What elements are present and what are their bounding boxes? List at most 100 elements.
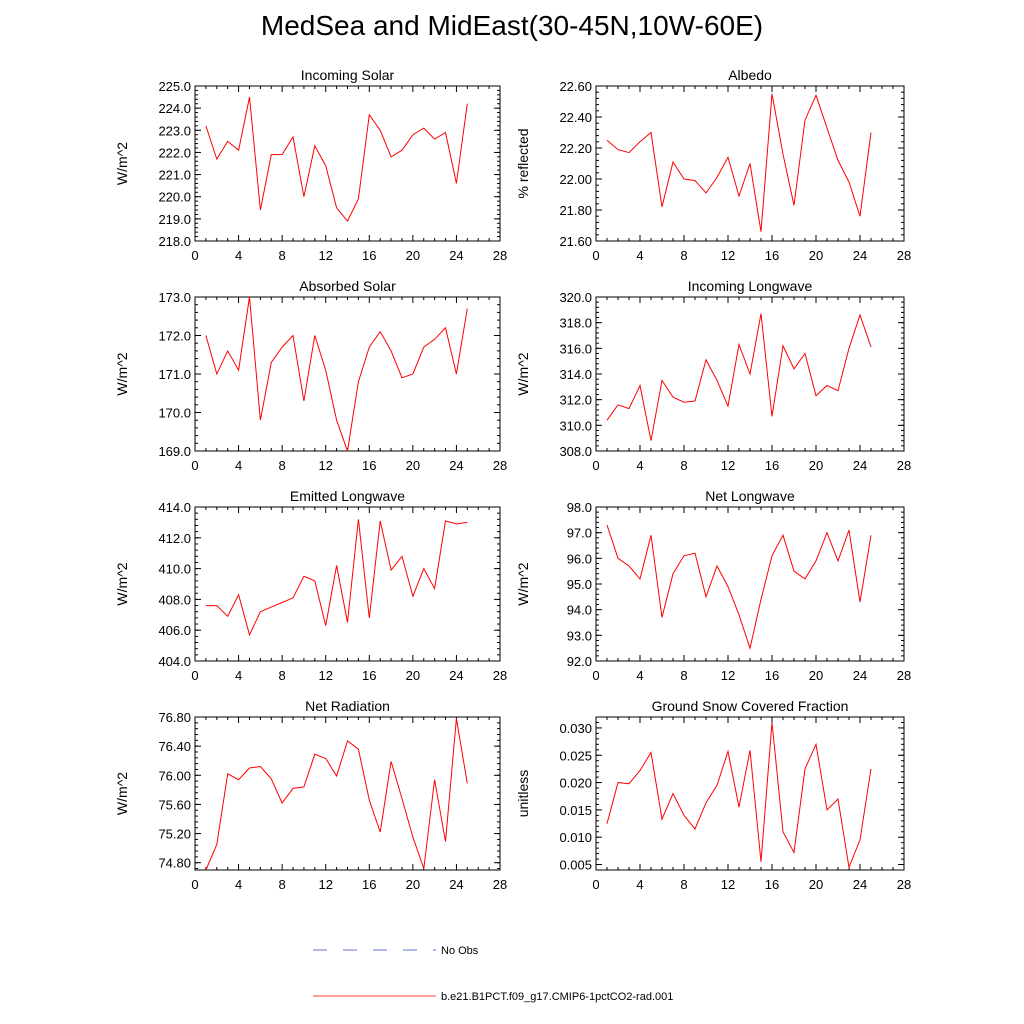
y-tick-label: 76.80 xyxy=(158,710,191,725)
plot-frame xyxy=(194,506,501,662)
x-tick-label: 0 xyxy=(191,877,198,892)
y-tick-label: 22.20 xyxy=(559,141,592,156)
y-tick-label: 169.0 xyxy=(158,444,191,459)
x-tick-label: 8 xyxy=(279,248,286,263)
legend: No Obs b.e21.B1PCT.f09_g17.CMIP6-1pctCO2… xyxy=(313,945,673,1003)
x-tick-label: 8 xyxy=(279,668,286,683)
y-tick-label: 320.0 xyxy=(559,290,592,305)
x-tick-label: 28 xyxy=(897,458,911,473)
x-tick-label: 28 xyxy=(493,458,507,473)
x-tick-label: 20 xyxy=(406,458,420,473)
y-tick-label: 223.0 xyxy=(158,123,191,138)
y-tick-label: 22.40 xyxy=(559,110,592,125)
series-line xyxy=(205,519,468,637)
y-tick-label: 219.0 xyxy=(158,212,191,227)
x-tick-label: 28 xyxy=(897,668,911,683)
x-tick-label: 24 xyxy=(449,458,463,473)
y-tick-label: 318.0 xyxy=(559,316,592,331)
y-axis-label: W/m^2 xyxy=(114,142,130,185)
x-tick-label: 28 xyxy=(897,248,911,263)
x-tick-label: 4 xyxy=(235,458,242,473)
x-tick-label: 12 xyxy=(721,458,735,473)
y-tick-label: 316.0 xyxy=(559,341,592,356)
x-tick-label: 20 xyxy=(406,877,420,892)
chart-panel: Absorbed Solar W/m^2 0 4 8 12 16 20 24 28 169.0 170… xyxy=(114,278,507,473)
y-tick-label: 221.0 xyxy=(158,168,191,183)
y-tick-label: 96.0 xyxy=(567,551,592,566)
y-tick-label: 310.0 xyxy=(559,418,592,433)
chart-panel: Incoming Solar W/m^2 0 4 8 12 16 20 24 28 218.0 219… xyxy=(114,67,507,263)
y-tick-label: 92.0 xyxy=(567,654,592,669)
plot-frame xyxy=(194,85,501,242)
x-tick-label: 24 xyxy=(449,248,463,263)
y-tick-label: 21.60 xyxy=(559,234,592,249)
x-tick-label: 8 xyxy=(680,248,687,263)
y-tick-label: 171.0 xyxy=(158,367,191,382)
y-tick-label: 22.60 xyxy=(559,79,592,94)
x-tick-label: 16 xyxy=(765,668,779,683)
x-tick-label: 20 xyxy=(809,248,823,263)
series-line xyxy=(606,524,872,651)
y-tick-label: 170.0 xyxy=(158,406,191,421)
x-tick-label: 0 xyxy=(592,877,599,892)
x-tick-label: 0 xyxy=(592,248,599,263)
y-tick-label: 0.015 xyxy=(559,803,592,818)
chart-panel: Emitted Longwave W/m^2 0 4 8 12 16 20 24 28 404.0 4… xyxy=(114,488,507,683)
x-tick-label: 24 xyxy=(449,877,463,892)
x-tick-label: 8 xyxy=(279,877,286,892)
y-tick-label: 224.0 xyxy=(158,101,191,116)
x-tick-label: 20 xyxy=(809,877,823,892)
x-tick-label: 28 xyxy=(493,248,507,263)
x-tick-label: 12 xyxy=(318,248,332,263)
y-axis-label: % reflected xyxy=(515,128,531,198)
x-tick-label: 0 xyxy=(191,458,198,473)
series-line xyxy=(606,722,872,870)
y-tick-label: 0.030 xyxy=(559,721,592,736)
y-axis-label: W/m^2 xyxy=(114,352,130,395)
y-tick-label: 21.80 xyxy=(559,203,592,218)
chart-title: Incoming Longwave xyxy=(688,278,813,294)
x-tick-label: 0 xyxy=(191,668,198,683)
y-tick-label: 95.0 xyxy=(567,577,592,592)
y-tick-label: 0.010 xyxy=(559,830,592,845)
x-tick-label: 16 xyxy=(362,877,376,892)
page-title: MedSea and MidEast(30-45N,10W-60E) xyxy=(260,10,764,41)
y-tick-label: 94.0 xyxy=(567,603,592,618)
x-tick-label: 12 xyxy=(318,458,332,473)
x-tick-label: 12 xyxy=(721,248,735,263)
x-tick-label: 8 xyxy=(279,458,286,473)
chart-title: Net Longwave xyxy=(705,488,795,504)
x-tick-label: 20 xyxy=(406,668,420,683)
x-tick-label: 20 xyxy=(406,248,420,263)
y-axis-label: W/m^2 xyxy=(114,772,130,815)
series-line xyxy=(606,313,872,441)
y-tick-label: 22.00 xyxy=(559,172,592,187)
x-tick-label: 24 xyxy=(449,668,463,683)
x-tick-label: 20 xyxy=(809,458,823,473)
chart-title: Incoming Solar xyxy=(301,67,395,83)
x-tick-label: 24 xyxy=(853,248,867,263)
y-axis-label: W/m^2 xyxy=(515,352,531,395)
x-tick-label: 24 xyxy=(853,877,867,892)
y-tick-label: 0.020 xyxy=(559,776,592,791)
x-tick-label: 12 xyxy=(318,877,332,892)
x-tick-label: 4 xyxy=(636,668,643,683)
plot-frame xyxy=(194,296,501,452)
y-tick-label: 97.0 xyxy=(567,526,592,541)
y-tick-label: 93.0 xyxy=(567,628,592,643)
chart-title: Net Radiation xyxy=(305,698,390,714)
x-tick-label: 12 xyxy=(721,668,735,683)
chart-panel: Incoming Longwave W/m^2 0 4 8 12 16 20 24 28 308.0… xyxy=(515,278,911,473)
x-tick-label: 0 xyxy=(191,248,198,263)
x-tick-label: 4 xyxy=(235,668,242,683)
series-line xyxy=(205,718,468,871)
legend-model-label: b.e21.B1PCT.f09_g17.CMIP6-1pctCO2-rad.00… xyxy=(441,991,673,1003)
y-tick-label: 314.0 xyxy=(559,367,592,382)
chart-panel: Ground Snow Covered Fraction unitless 0 4 8 1… xyxy=(515,698,911,892)
x-tick-label: 12 xyxy=(318,668,332,683)
y-tick-label: 218.0 xyxy=(158,234,191,249)
chart-title: Albedo xyxy=(728,67,772,83)
y-tick-label: 414.0 xyxy=(158,500,191,515)
x-tick-label: 28 xyxy=(897,877,911,892)
